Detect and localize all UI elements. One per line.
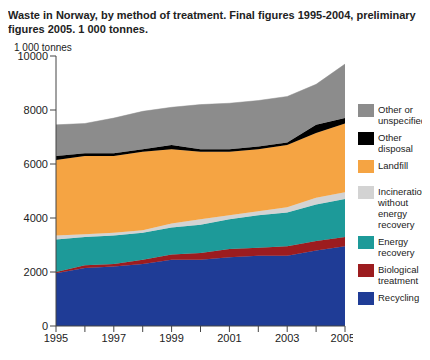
svg-text:1997: 1997 [102, 332, 126, 344]
html-text:1 000 tonnes: 1 000 tonnes [14, 42, 72, 53]
svg-text:2000: 2000 [24, 266, 48, 278]
svg-text:0: 0 [42, 320, 48, 332]
html-text:Waste in Norway, by method of: Waste in Norway, by method of treatment.… [8, 9, 416, 35]
svg-text:2003: 2003 [275, 332, 299, 344]
svg-text:10000: 10000 [17, 50, 48, 62]
svg-text:2005*: 2005* [331, 332, 353, 344]
html-text:Biological treatment: Biological treatment [378, 264, 419, 286]
html-text:Recycling: Recycling [378, 292, 420, 303]
svg-text:6000: 6000 [24, 158, 48, 170]
html-text:Other or unspecified: Other or unspecified [378, 104, 427, 126]
svg-text:1999: 1999 [159, 332, 183, 344]
svg-text:2001: 2001 [217, 332, 241, 344]
html-text:Incineration without energy re: Incineration without energy recovery [378, 186, 428, 230]
html-text:Other disposal: Other disposal [378, 132, 413, 154]
svg-text:4000: 4000 [24, 212, 48, 224]
html-text:Energy recovery: Energy recovery [378, 236, 415, 258]
svg-text:8000: 8000 [24, 104, 48, 116]
html-text:Landfill: Landfill [378, 160, 409, 171]
svg-text:1995: 1995 [44, 332, 68, 344]
